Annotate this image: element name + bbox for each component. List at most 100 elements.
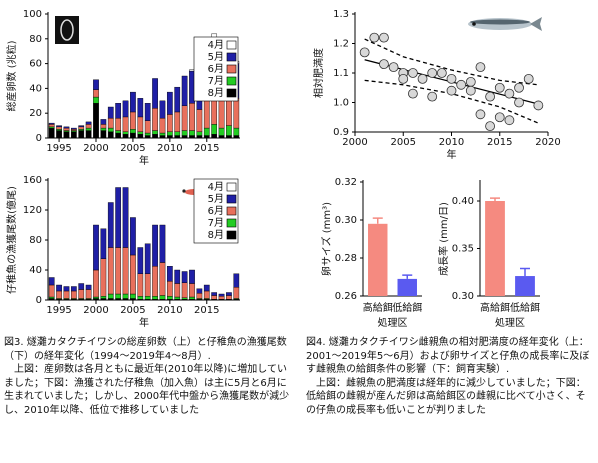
- x-tick-label: 2010: [439, 137, 464, 148]
- bar-segment: [166, 114, 173, 133]
- bar-segment: [152, 224, 158, 267]
- legend-label: 7月: [208, 217, 224, 229]
- bar-segment: [56, 130, 62, 139]
- point: [494, 112, 505, 123]
- legend-swatch: [226, 64, 237, 74]
- bar-segment: [78, 130, 85, 139]
- legend-label: 6月: [208, 205, 224, 217]
- bar-segment: [48, 122, 55, 125]
- point: [398, 74, 409, 84]
- point: [485, 121, 496, 131]
- bar-segment: [122, 134, 129, 139]
- bar-segment: [196, 131, 203, 136]
- legend-label: 7月: [208, 75, 224, 87]
- bar-segment: [93, 96, 99, 104]
- bar-segment: [100, 130, 107, 139]
- bar-segment: [93, 296, 99, 299]
- legend-label: 4月: [208, 181, 224, 193]
- bar-segment: [218, 127, 225, 136]
- bar-segment: [181, 135, 188, 139]
- bar-segment: [85, 284, 92, 290]
- bar-segment: [107, 117, 114, 129]
- bar-segment: [211, 292, 218, 296]
- legend-label: 5月: [208, 51, 224, 63]
- bar-segment: [189, 269, 195, 284]
- bar-segment: [100, 228, 107, 259]
- bar-segment: [203, 127, 210, 136]
- bar-segment: [48, 284, 55, 298]
- bar-segment: [174, 269, 181, 284]
- bar-segment: [181, 282, 188, 298]
- point: [427, 91, 438, 102]
- point: [465, 85, 476, 96]
- y-tick-label: 0.28: [335, 253, 357, 264]
- bar-segment: [100, 296, 107, 299]
- bar-segment: [166, 91, 173, 115]
- bar-segment: [159, 132, 166, 136]
- y-tick-label: 1.3: [333, 9, 349, 20]
- bar-segment: [107, 127, 114, 133]
- caption-left: 図3. 燧灘カタクチイワシの総産卵数（上）と仔稚魚の漁獲尾数（下）の経年変化（1…: [4, 336, 296, 417]
- bar-segment: [85, 124, 92, 129]
- legend-label: 8月: [208, 229, 224, 241]
- legend-swatch: [226, 88, 237, 98]
- y-tick-label: 80: [29, 235, 42, 246]
- x-tick-label: 低給餌: [392, 301, 422, 314]
- bar-segment: [211, 134, 218, 139]
- bar-segment: [226, 135, 232, 139]
- bar-segment: [166, 281, 173, 297]
- caption-right: 図4. 燧灘カタクチイワシ雌親魚の相対肥満度の経年変化（上：2001～2019年…: [306, 336, 594, 417]
- y-tick-label: 0.40: [452, 196, 474, 207]
- bar-segment: [137, 273, 144, 297]
- error-bar: [490, 197, 500, 201]
- point: [407, 88, 418, 99]
- bar-segment: [100, 258, 107, 297]
- bar-segment: [159, 224, 166, 263]
- point: [379, 32, 389, 43]
- bar-segment: [115, 117, 122, 131]
- y-tick-label: 80: [29, 34, 42, 45]
- bar-segment: [152, 296, 158, 300]
- bar-segment: [159, 295, 166, 300]
- bar-segment: [203, 135, 210, 139]
- bar-segment: [85, 289, 92, 299]
- bar-segment: [56, 125, 62, 128]
- legend-label: 4月: [208, 39, 224, 51]
- bar: [368, 223, 388, 296]
- bar-segment: [233, 273, 240, 288]
- bar-segment: [174, 296, 181, 300]
- legend-swatch: [226, 52, 237, 62]
- bar-segment: [218, 135, 225, 139]
- point: [514, 82, 524, 93]
- ci-line: [364, 38, 539, 86]
- bar-segment: [174, 111, 181, 132]
- bar-segment: [122, 293, 129, 299]
- bar-segment: [115, 132, 122, 139]
- bar-segment: [107, 247, 114, 295]
- y-tick-label: 1.2: [333, 39, 349, 50]
- point: [379, 59, 389, 70]
- bar-segment: [181, 105, 188, 131]
- bar-segment: [130, 217, 136, 256]
- point: [359, 47, 370, 58]
- bar-segment: [122, 187, 129, 248]
- bar-segment: [174, 131, 181, 136]
- bar-segment: [130, 91, 136, 113]
- x-tick-label: 2010: [157, 143, 182, 154]
- bar-segment: [144, 135, 151, 139]
- x-tick-label: 2010: [157, 305, 182, 316]
- bar-segment: [137, 116, 144, 132]
- bar-segment: [56, 290, 62, 299]
- legend-label: 5月: [208, 193, 224, 205]
- bar-segment: [203, 290, 210, 299]
- bar-segment: [211, 124, 218, 135]
- bar-segment: [196, 288, 203, 294]
- bar-segment: [152, 134, 158, 139]
- x-tick-label: 高給餌: [363, 301, 393, 314]
- bar-segment: [211, 295, 218, 300]
- bar-segment: [137, 296, 144, 300]
- y-axis-label: 相対肥満度: [312, 48, 325, 98]
- x-tick-label: 2000: [83, 305, 108, 316]
- y-tick-label: 0.32: [335, 177, 357, 188]
- x-tick-label: 低給餌: [510, 301, 540, 314]
